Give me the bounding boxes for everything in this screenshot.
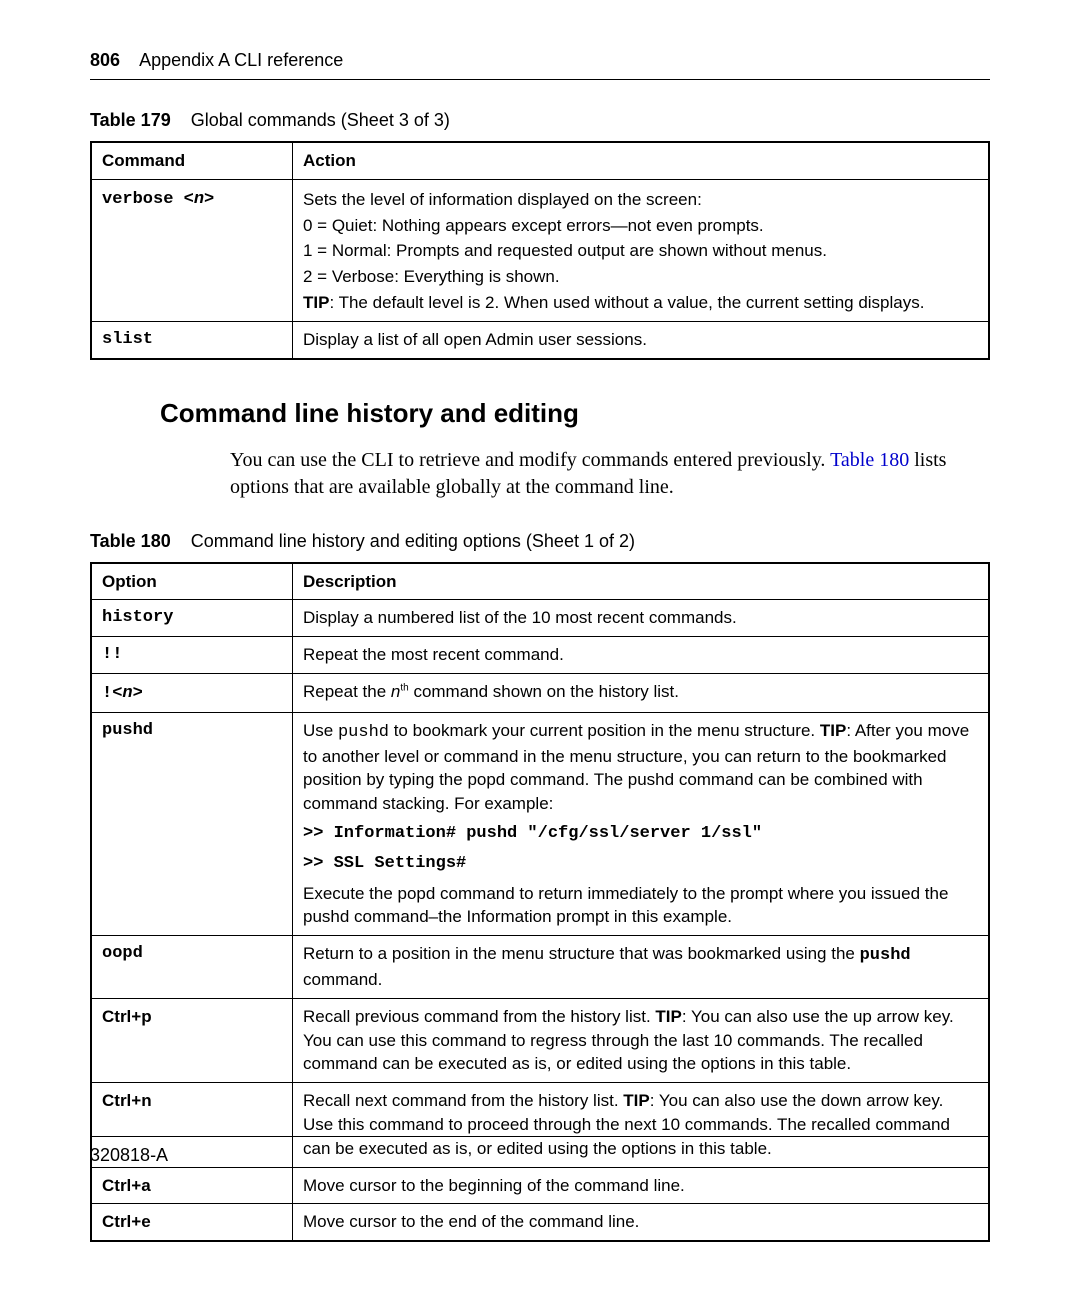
desc-history: Display a numbered list of the 10 most r…: [293, 600, 990, 637]
cmd-slist: slist: [91, 321, 293, 358]
table180-title: Command line history and editing options…: [191, 531, 635, 551]
table179-header-row: Command Action: [91, 142, 989, 179]
desc-verbose: Sets the level of information displayed …: [293, 179, 990, 321]
desc-bangbang: Repeat the most recent command.: [293, 637, 990, 674]
table180-col2-header: Description: [293, 563, 990, 600]
desc-pushd: Use pushd to bookmark your current posit…: [293, 712, 990, 935]
section-heading: Command line history and editing: [160, 398, 990, 429]
footer-rule: [90, 1136, 990, 1137]
cmd-ctrl-a: Ctrl+a: [91, 1167, 293, 1204]
desc-ctrl-e: Move cursor to the end of the command li…: [293, 1204, 990, 1241]
row-bang-n: !<n> Repeat the nth command shown on the…: [91, 673, 989, 712]
table179-caption: Table 179 Global commands (Sheet 3 of 3): [90, 110, 990, 131]
page-number: 806: [90, 50, 120, 70]
cmd-ctrl-p: Ctrl+p: [91, 998, 293, 1082]
link-table180[interactable]: Table 180: [830, 449, 909, 471]
cmd-verbose: verbose <n>: [91, 179, 293, 321]
table179-col2-header: Action: [293, 142, 990, 179]
header-rule: [90, 79, 990, 80]
table180-number: Table 180: [90, 531, 171, 551]
cmd-pushd: pushd: [91, 712, 293, 935]
table180-col1-header: Option: [91, 563, 293, 600]
table180-caption: Table 180 Command line history and editi…: [90, 531, 990, 552]
cmd-bang-n: !<n>: [91, 673, 293, 712]
cmd-oopd: oopd: [91, 936, 293, 999]
cmd-ctrl-e: Ctrl+e: [91, 1204, 293, 1241]
row-oopd: oopd Return to a position in the menu st…: [91, 936, 989, 999]
doc-number: 320818-A: [90, 1145, 990, 1166]
desc-ctrl-a: Move cursor to the beginning of the comm…: [293, 1167, 990, 1204]
table179-col1-header: Command: [91, 142, 293, 179]
running-header: 806 Appendix A CLI reference: [90, 50, 990, 71]
desc-slist: Display a list of all open Admin user se…: [293, 321, 990, 358]
row-ctrl-e: Ctrl+e Move cursor to the end of the com…: [91, 1204, 989, 1241]
table179-number: Table 179: [90, 110, 171, 130]
cmd-bangbang: !!: [91, 637, 293, 674]
desc-ctrl-p: Recall previous command from the history…: [293, 998, 990, 1082]
desc-oopd: Return to a position in the menu structu…: [293, 936, 990, 999]
footer: 320818-A: [90, 1136, 990, 1166]
row-bangbang: !! Repeat the most recent command.: [91, 637, 989, 674]
table179-row-verbose: verbose <n> Sets the level of informatio…: [91, 179, 989, 321]
header-text: Appendix A CLI reference: [139, 50, 343, 70]
table180-header-row: Option Description: [91, 563, 989, 600]
cmd-history: history: [91, 600, 293, 637]
intro-paragraph: You can use the CLI to retrieve and modi…: [230, 447, 980, 501]
row-history: history Display a numbered list of the 1…: [91, 600, 989, 637]
table179-row-slist: slist Display a list of all open Admin u…: [91, 321, 989, 358]
row-pushd: pushd Use pushd to bookmark your current…: [91, 712, 989, 935]
page: 806 Appendix A CLI reference Table 179 G…: [0, 0, 1080, 1296]
table179-title: Global commands (Sheet 3 of 3): [191, 110, 450, 130]
desc-bang-n: Repeat the nth command shown on the hist…: [293, 673, 990, 712]
row-ctrl-a: Ctrl+a Move cursor to the beginning of t…: [91, 1167, 989, 1204]
row-ctrl-p: Ctrl+p Recall previous command from the …: [91, 998, 989, 1082]
table179: Command Action verbose <n> Sets the leve…: [90, 141, 990, 360]
